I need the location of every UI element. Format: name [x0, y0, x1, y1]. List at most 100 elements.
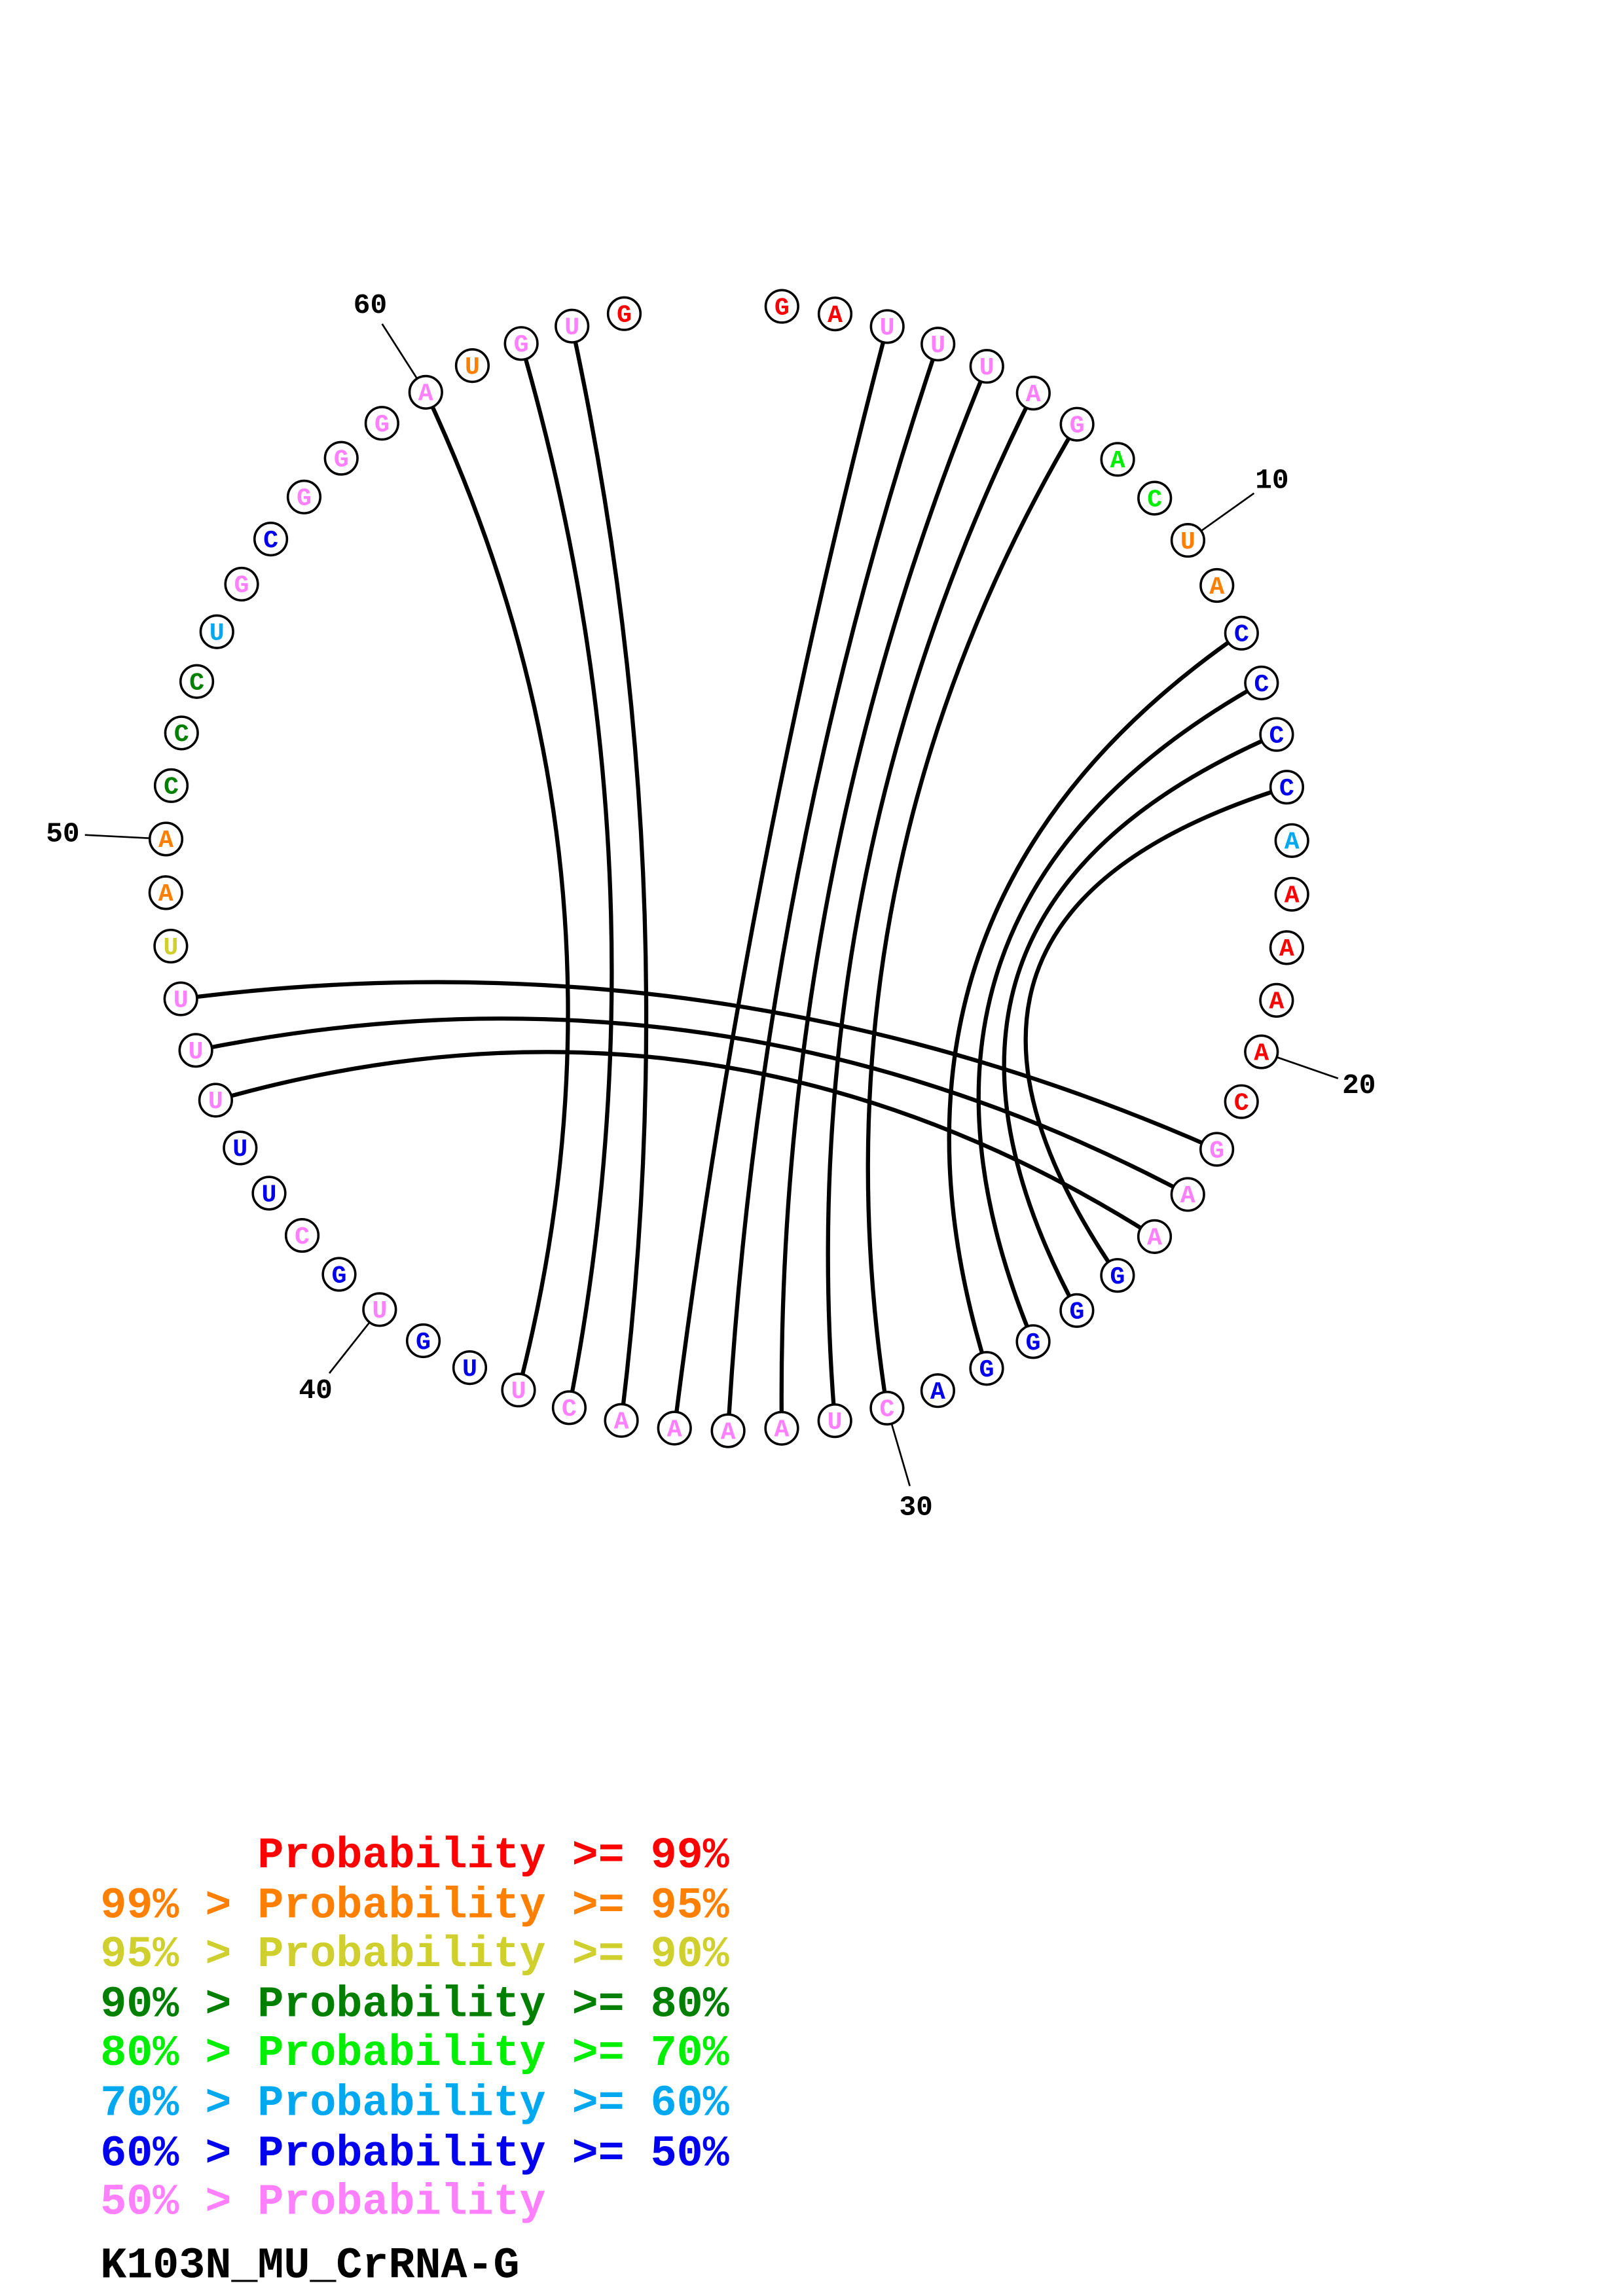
nucleotide: U	[362, 1292, 397, 1327]
nucleotide: C	[1224, 615, 1259, 651]
nucleotide-circle	[710, 1413, 746, 1448]
nucleotide-letter: A	[614, 1407, 629, 1436]
base-pair-arc	[1023, 785, 1288, 1277]
nucleotide: C	[869, 1390, 905, 1426]
nucleotide-letter: U	[372, 1297, 387, 1325]
position-ticks: 10 20 30 40 50 60	[46, 289, 1376, 1523]
nucleotide-letter: C	[295, 1223, 310, 1251]
nucleotide-circle	[1059, 1293, 1095, 1328]
nucleotide-letter: A	[158, 880, 173, 908]
nucleotide-letter: C	[174, 720, 189, 749]
nucleotide: G	[1199, 1132, 1235, 1167]
nucleotide: U	[454, 348, 490, 384]
position-tick	[84, 834, 150, 840]
nucleotide: C	[1224, 1084, 1259, 1119]
nucleotide-circle	[764, 1410, 799, 1446]
nucleotide: A	[1269, 930, 1304, 965]
legend-item: 99% > Probability >= 95%	[100, 1882, 729, 1931]
legend-item: 90% > Probability >= 80%	[100, 1981, 729, 2030]
nucleotide-letter: G	[234, 571, 249, 600]
nucleotide-letter: C	[263, 526, 278, 555]
legend-item: 50% > Probability	[100, 2178, 545, 2228]
nucleotide-letter: U	[564, 314, 579, 342]
nucleotide: C	[551, 1390, 587, 1426]
base-pair-arc	[215, 1050, 1156, 1239]
nucleotide-circle	[920, 1373, 955, 1408]
nucleotide: C	[153, 768, 189, 803]
position-tick	[328, 1321, 371, 1374]
base-pair-arc	[195, 1016, 1189, 1196]
nucleotide-letter: G	[1110, 1263, 1125, 1291]
nucleotide-letter: G	[617, 300, 632, 329]
nucleotide-letter: U	[979, 353, 994, 382]
nucleotide-circle	[1244, 1034, 1279, 1069]
nucleotide-letter: U	[1180, 528, 1195, 556]
nucleotide-letter: C	[1269, 721, 1284, 750]
nucleotide-circle	[286, 479, 322, 514]
nucleotide-circle	[1269, 930, 1304, 965]
nucleotide-letter: U	[828, 1408, 843, 1437]
nucleotide: A	[1274, 823, 1309, 858]
nucleotide-circle	[764, 289, 799, 324]
nucleotide-circle	[869, 309, 905, 344]
nucleotide-letter: G	[1069, 1298, 1084, 1327]
nucleotide: G	[405, 1323, 441, 1359]
base-pair-arc	[779, 365, 989, 1429]
nucleotide: A	[1274, 876, 1309, 912]
nucleotide-letter: U	[232, 1135, 247, 1164]
nucleotide-circle	[606, 296, 642, 331]
nucleotide-circle	[224, 566, 259, 602]
nucleotide-letter: A	[775, 1415, 790, 1444]
nucleotide-circle	[1224, 615, 1259, 651]
base-pair-arc	[866, 423, 1079, 1408]
nucleotide-letter: U	[189, 1037, 204, 1066]
base-pair-arc	[725, 343, 940, 1431]
nucleotide-circle	[1015, 1324, 1051, 1359]
nucleotide: U	[223, 1130, 258, 1166]
nucleotide: U	[555, 308, 590, 344]
nucleotide: U	[251, 1175, 287, 1211]
nucleotide-circle	[251, 1175, 287, 1211]
nucleotide-circle	[1244, 665, 1279, 701]
nucleotide-circle	[153, 928, 189, 964]
nucleotide: A	[148, 875, 183, 910]
nucleotide-letter: U	[210, 619, 225, 647]
nucleotide: A	[408, 374, 443, 410]
nucleotide: A	[1199, 567, 1235, 603]
nucleotide: A	[1259, 982, 1294, 1018]
nucleotide-letter: A	[1254, 1039, 1269, 1067]
nucleotide-circle	[817, 296, 853, 332]
nucleotide: U	[178, 1033, 213, 1068]
nucleotide: U	[1170, 522, 1205, 558]
nucleotide-circle	[604, 1403, 639, 1438]
nucleotide: G	[364, 406, 399, 441]
position-tick	[381, 323, 418, 380]
nucleotide: U	[921, 327, 956, 362]
nucleotide-letter: U	[261, 1180, 276, 1209]
nucleotide-circle	[163, 981, 198, 1016]
nucleotide-circle	[1170, 522, 1205, 558]
base-pair-arc	[519, 342, 614, 1408]
nucleotide: G	[1015, 1324, 1051, 1359]
nucleotide-circle	[323, 440, 359, 476]
nucleotide: G	[503, 326, 539, 361]
nucleotide-letter: A	[828, 301, 843, 330]
nucleotide-letter: G	[1070, 411, 1085, 440]
nucleotide-circle	[969, 349, 1004, 384]
nucleotide: A	[657, 1410, 692, 1446]
nucleotide: A	[148, 821, 184, 857]
base-pair-arc	[180, 980, 1218, 1151]
nucleotide-circle	[408, 374, 443, 410]
nucleotide-circle	[164, 715, 199, 751]
nucleotide: G	[1059, 406, 1095, 442]
nucleotide: U	[501, 1372, 536, 1408]
nucleotide-circle	[253, 522, 289, 557]
nucleotide: C	[284, 1217, 320, 1253]
nucleotide-circle	[501, 1372, 536, 1408]
nucleotide-letter: G	[514, 331, 529, 359]
nucleotide-letter: G	[1209, 1136, 1224, 1165]
nucleotide: U	[198, 1083, 233, 1118]
nucleotide-letter: A	[1209, 573, 1224, 601]
nucleotide-circle	[178, 1033, 213, 1068]
nucleotide: A	[1100, 442, 1135, 477]
